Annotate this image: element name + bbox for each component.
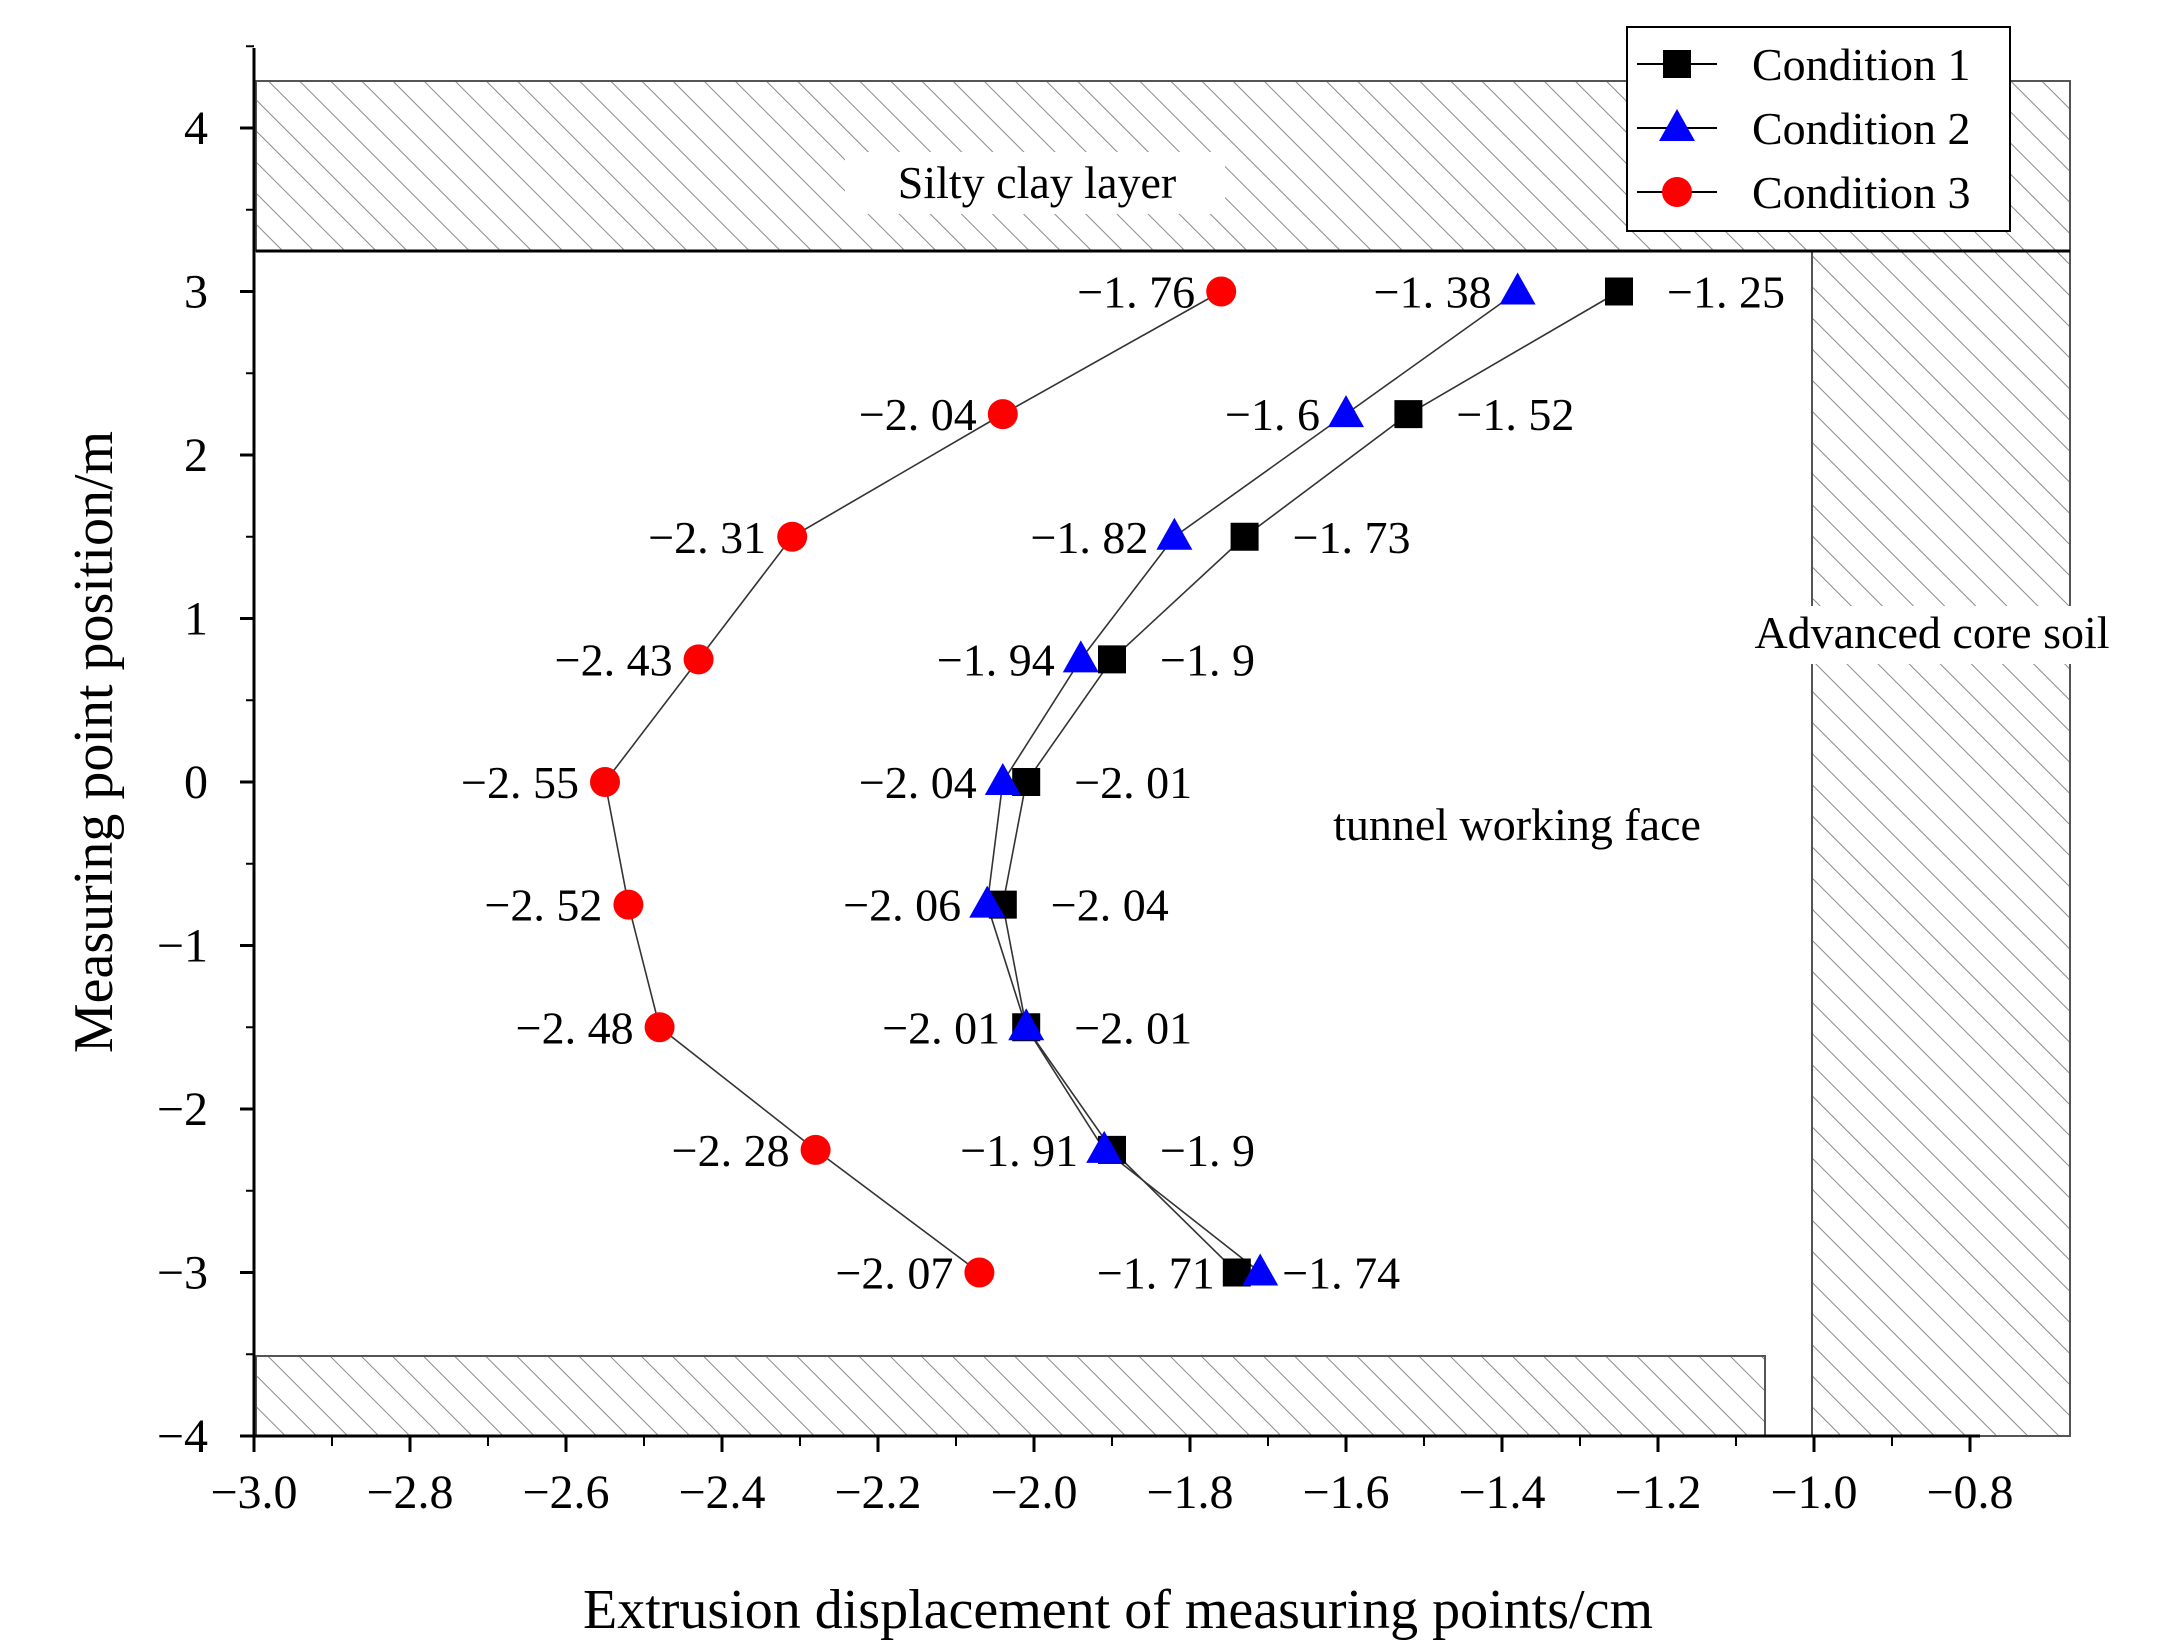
core-soil-label: Advanced core soil (1754, 607, 2109, 658)
y-tick-label: −4 (157, 1410, 208, 1463)
data-point-1 (1098, 645, 1126, 674)
data-label-3: −2. 04 (859, 389, 977, 440)
legend-label-3: Condition 3 (1752, 167, 1971, 218)
data-point-3 (800, 1134, 831, 1165)
legend-marker-2 (1659, 109, 1695, 141)
data-labels: −1. 25 −1. 52 −1. 73 −1. 9 −2. 01 −2. 04 −2. 0… (461, 267, 1785, 1299)
x-tick-label: −2.0 (990, 1466, 1077, 1519)
data-point-2 (1156, 517, 1193, 550)
legend-label-1: Condition 1 (1752, 39, 1971, 90)
data-point-2 (969, 885, 1006, 918)
data-point-1 (1394, 400, 1423, 429)
axes (252, 48, 1980, 1438)
core-soil-region (1811, 250, 2071, 1437)
x-tick-label: −2.2 (834, 1466, 921, 1519)
working-face-label: tunnel working face (1333, 799, 1701, 850)
data-label-1: −2. 01 (1074, 1002, 1192, 1053)
x-tick-label: −1.0 (1770, 1466, 1857, 1519)
y-tick-label: 0 (184, 756, 208, 809)
data-label-2: −1. 82 (1030, 512, 1148, 563)
data-point-3 (777, 521, 808, 552)
y-tick-label: −2 (157, 1083, 208, 1136)
series-markers (590, 272, 1633, 1288)
x-tick-label: −2.4 (678, 1466, 765, 1519)
data-label-2: −1. 91 (960, 1125, 1078, 1176)
data-point-2 (1328, 395, 1364, 428)
legend-marker-1 (1663, 50, 1691, 78)
core-soil-label-bg (1728, 606, 2138, 664)
data-point-3 (964, 1257, 995, 1288)
silty-clay-label-bg (845, 152, 1225, 214)
data-label-3: −2. 48 (516, 1002, 634, 1053)
data-label-3: −2. 43 (555, 634, 673, 685)
data-label-1: −1. 71 (1097, 1248, 1215, 1299)
data-point-3 (613, 889, 644, 920)
data-point-1 (1605, 277, 1633, 306)
bottom-region (255, 1355, 1766, 1437)
data-label-2: −2. 04 (859, 757, 977, 808)
x-tick-label: −1.8 (1146, 1466, 1233, 1519)
data-label-3: −2. 55 (461, 757, 579, 808)
data-label-2: −1. 74 (1282, 1248, 1400, 1299)
data-label-1: −2. 01 (1074, 757, 1192, 808)
data-label-1: −1. 73 (1293, 512, 1411, 563)
y-axis-title: Measuring point position/m (63, 431, 125, 1053)
y-tick-label: 1 (184, 593, 208, 646)
data-label-1: −1. 9 (1160, 634, 1255, 685)
data-label-3: −2. 52 (484, 880, 602, 931)
data-label-3: −2. 28 (672, 1125, 790, 1176)
x-tick-label: −3.0 (210, 1466, 297, 1519)
x-tick-label: −1.2 (1614, 1466, 1701, 1519)
x-tick-label: −1.6 (1302, 1466, 1389, 1519)
silty-clay-label: Silty clay layer (898, 157, 1176, 208)
data-point-3 (683, 644, 714, 675)
data-point-1 (1230, 522, 1259, 551)
legend-label-2: Condition 2 (1752, 103, 1971, 154)
data-point-2 (1499, 272, 1536, 305)
data-label-2: −1. 38 (1374, 267, 1492, 318)
y-tick-label: 4 (184, 102, 208, 155)
data-point-2 (1062, 640, 1099, 673)
x-tick-label: −2.8 (366, 1466, 453, 1519)
data-point-2 (984, 763, 1021, 795)
data-label-1: −1. 9 (1160, 1125, 1255, 1176)
y-tick-label: −3 (157, 1247, 208, 1300)
y-tick-label: 3 (184, 266, 208, 319)
data-label-3: −1. 76 (1077, 267, 1195, 318)
data-point-2 (1242, 1253, 1279, 1286)
legend-marker-3 (1662, 177, 1692, 207)
data-label-2: −2. 01 (882, 1002, 1000, 1053)
data-label-2: −1. 6 (1225, 389, 1320, 440)
data-point-3 (644, 1012, 675, 1043)
x-tick-label: −2.6 (522, 1466, 609, 1519)
data-label-1: −1. 25 (1667, 267, 1785, 318)
y-tick-label: −1 (157, 920, 208, 973)
axis-ticks: −3.0 −2.8 −2.6 −2.4 −2.2 −2.0 −1.8 −1.6 −1.4 −1.2… (157, 45, 2014, 1519)
data-label-1: −1. 52 (1456, 389, 1574, 440)
data-label-1: −2. 04 (1051, 880, 1169, 931)
data-label-3: −2. 07 (835, 1248, 953, 1299)
legend: Condition 1 Condition 2 Condition 3 (1626, 26, 2011, 232)
data-label-2: −1. 94 (937, 634, 1055, 685)
data-point-3 (1206, 276, 1237, 307)
data-point-2 (1008, 1008, 1045, 1041)
y-tick-label: 2 (184, 429, 208, 482)
data-label-2: −2. 06 (843, 880, 961, 931)
data-point-3 (987, 399, 1018, 430)
x-tick-label: −0.8 (1926, 1466, 2013, 1519)
data-point-2 (1086, 1130, 1123, 1163)
data-point-3 (590, 767, 620, 797)
x-tick-label: −1.4 (1458, 1466, 1545, 1519)
data-label-3: −2. 31 (648, 512, 766, 563)
x-axis-title: Extrusion displacement of measuring poin… (583, 1579, 1653, 1641)
